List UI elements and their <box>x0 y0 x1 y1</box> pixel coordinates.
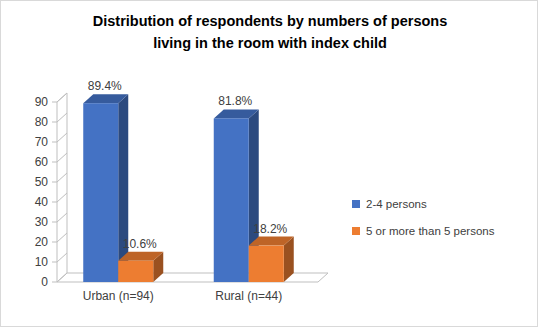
x-tick-label: Urban (n=94) <box>83 289 154 303</box>
bar <box>118 261 153 282</box>
y-tick <box>52 282 57 283</box>
y-tick-label: 10 <box>35 255 49 269</box>
y-tick-label: 70 <box>35 135 49 149</box>
bar-top <box>214 109 259 118</box>
y-tick-label: 50 <box>35 175 49 189</box>
y-tick <box>52 182 57 183</box>
y-tick-label: 0 <box>41 275 48 289</box>
y-tick-label: 90 <box>35 95 49 109</box>
data-label: 18.2% <box>253 222 287 236</box>
y-tick-depth <box>57 213 67 222</box>
legend-swatch <box>352 227 360 235</box>
bars <box>83 94 294 282</box>
axis-top-edge <box>57 93 67 102</box>
y-axis-line <box>57 102 58 282</box>
labels: 89.4% 10.6% 81.8% 18.2% <box>88 79 288 251</box>
y-tick <box>52 142 57 143</box>
y-tick-label: 80 <box>35 115 49 129</box>
chart-title: Distribution of respondents by numbers o… <box>85 10 455 54</box>
y-tick-depth <box>57 273 67 282</box>
y-tick <box>52 262 57 263</box>
data-label: 81.8% <box>218 94 252 108</box>
data-label: 89.4% <box>88 79 122 93</box>
x-tick-label: Rural (n=44) <box>215 289 282 303</box>
y-tick-depth <box>57 93 67 102</box>
chart-container: Distribution of respondents by numbers o… <box>0 0 538 327</box>
y-tick-label: 30 <box>35 215 49 229</box>
back-wall-line <box>67 93 68 273</box>
y-tick-depth <box>57 113 67 122</box>
y-tick <box>52 242 57 243</box>
chart-svg: 0 10 20 30 40 50 60 70 80 90 89.4% 10.6% 81.8% 18.2% U… <box>0 0 538 327</box>
bar-top <box>118 252 163 261</box>
bar <box>214 118 249 282</box>
y-tick-depth <box>57 133 67 142</box>
y-tick-depth <box>57 233 67 242</box>
y-tick <box>52 162 57 163</box>
y-tick-label: 20 <box>35 235 49 249</box>
y-tick-depth <box>57 253 67 262</box>
legend-label: 5 or more than 5 persons <box>366 225 495 237</box>
chart-border <box>1 1 538 327</box>
bar-top <box>249 237 294 246</box>
legend-swatch <box>352 200 360 208</box>
y-tick <box>52 102 57 103</box>
y-tick-label: 40 <box>35 195 49 209</box>
y-tick-depth <box>57 193 67 202</box>
y-tick <box>52 122 57 123</box>
bar-top <box>83 94 128 103</box>
bar <box>83 103 118 282</box>
bar <box>249 246 284 282</box>
y-tick-label: 60 <box>35 155 49 169</box>
data-label: 10.6% <box>123 237 157 251</box>
y-tick-depth <box>57 153 67 162</box>
y-tick <box>52 222 57 223</box>
y-tick-depth <box>57 173 67 182</box>
legend-label: 2-4 persons <box>366 198 427 210</box>
y-tick <box>52 202 57 203</box>
